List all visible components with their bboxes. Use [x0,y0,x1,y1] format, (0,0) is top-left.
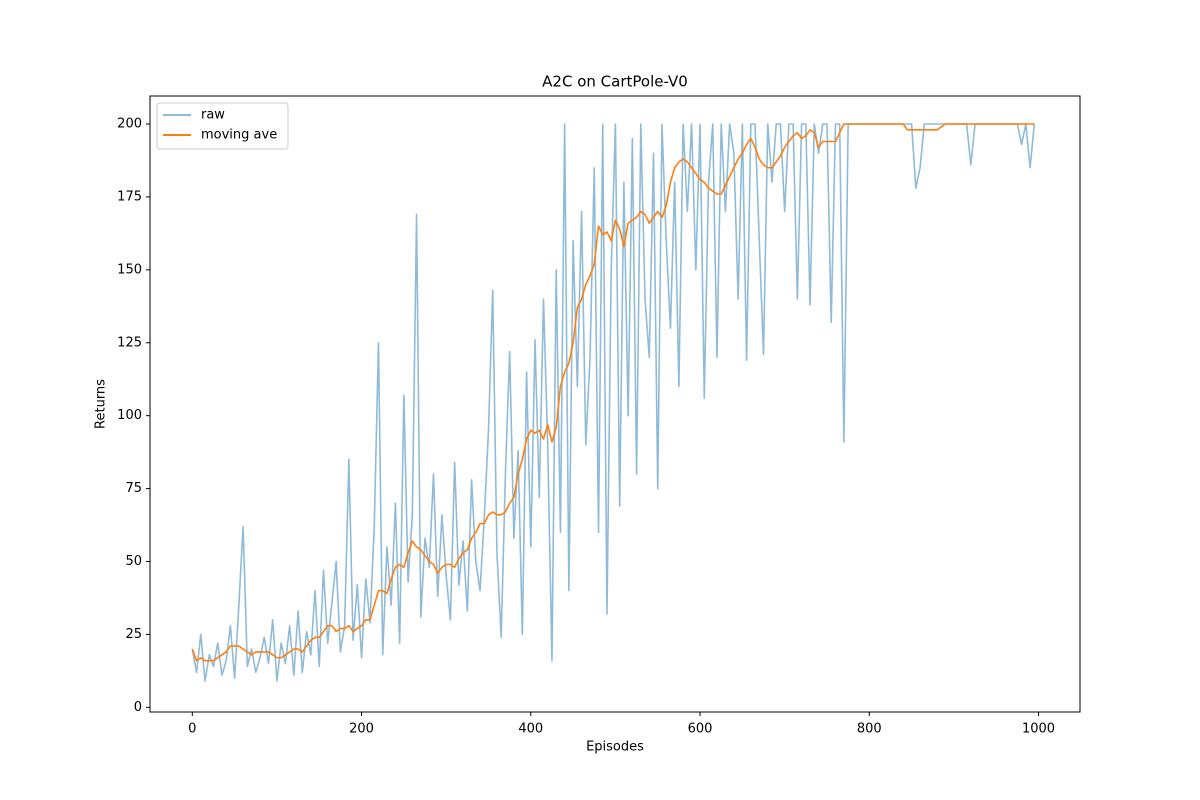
y-tick-label: 50 [125,554,142,569]
y-tick-label: 175 [117,189,142,204]
chart-title: A2C on CartPole-V0 [542,73,688,91]
legend-label: moving ave [201,128,277,143]
x-tick-label: 400 [518,722,543,737]
plot-frame [149,95,1081,713]
series-line [191,123,1036,682]
x-tick-label: 600 [688,722,713,737]
x-tick-label: 0 [188,722,196,737]
y-tick-label: 25 [125,627,142,642]
x-tick-label: 1000 [1022,722,1055,737]
series-line [191,123,1035,662]
y-tick-label: 125 [117,335,142,350]
x-tick-label: 800 [857,722,882,737]
y-tick-label: 75 [125,481,142,496]
x-tick-label: 200 [349,722,374,737]
x-axis-label: Episodes [586,740,644,755]
y-tick-label: 200 [117,117,142,132]
y-tick-label: 100 [117,408,142,423]
y-tick-label: 150 [117,262,142,277]
y-tick-label: 0 [134,700,142,715]
legend-label: raw [201,108,225,123]
y-axis-label: Returns [94,379,109,429]
